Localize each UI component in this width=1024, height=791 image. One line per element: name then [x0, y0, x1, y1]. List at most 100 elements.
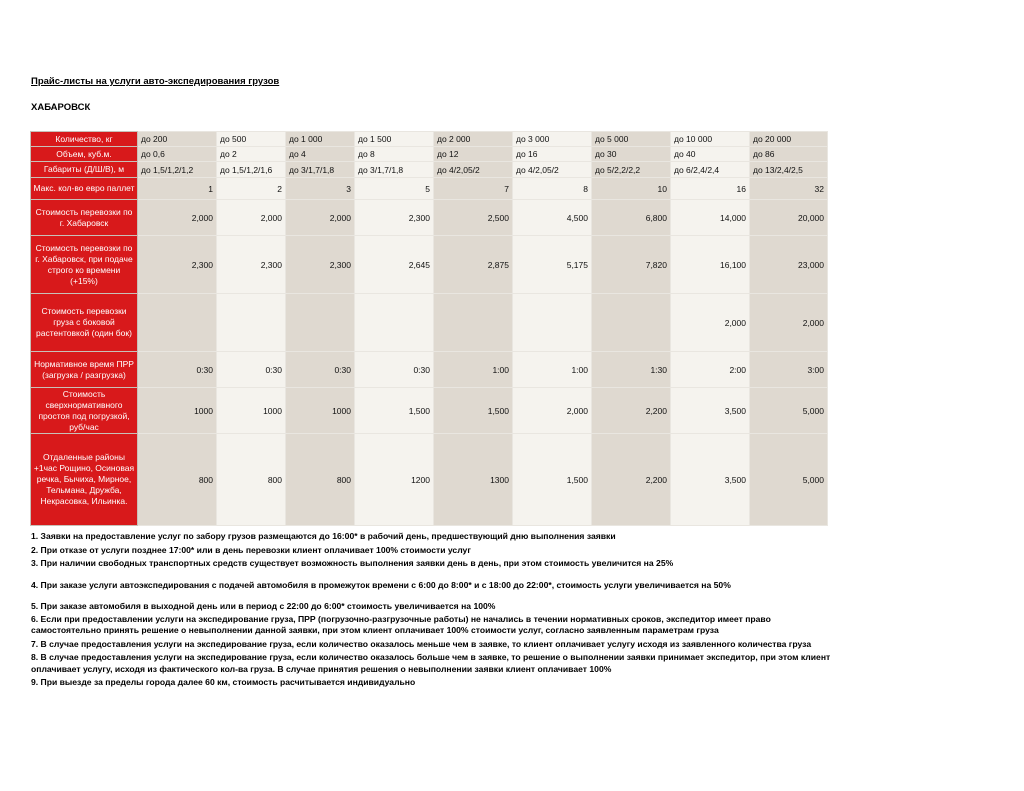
table-cell: до 3/1,7/1,8	[285, 161, 355, 178]
table-cell: 2,300	[137, 235, 217, 294]
table-cell: до 2	[216, 146, 286, 162]
table-cell: до 86	[749, 146, 828, 162]
table-cell: 1300	[433, 433, 513, 526]
table-cell: до 1,5/1,2/1,6	[216, 161, 286, 178]
page-title: Прайс-листы на услуги авто-экспедировани…	[31, 76, 280, 87]
row-label: Макс. кол-во евро паллет	[30, 177, 138, 200]
table-cell: 5,000	[749, 433, 828, 526]
table-row: Габариты (Д/Ш/В), м до 1,5/1,2/1,2 до 1,5/…	[30, 161, 828, 178]
table-cell: 7,820	[591, 235, 671, 294]
table-cell: 16	[670, 177, 750, 200]
note-item: 7. В случае предоставления услуги на экс…	[31, 638, 812, 649]
table-cell: до 20 000	[749, 131, 828, 147]
table-cell: 10	[591, 177, 671, 200]
note-item: 4. При заказе услуги автоэкспедирования …	[31, 579, 731, 590]
table-cell: до 13/2,4/2,5	[749, 161, 828, 178]
table-cell	[512, 293, 592, 352]
table-cell: до 1 000	[285, 131, 355, 147]
table-cell: 1,500	[512, 433, 592, 526]
row-label: Количество, кг	[30, 131, 138, 147]
table-cell: 1000	[137, 387, 217, 434]
table-cell: 2,500	[433, 199, 513, 236]
table-cell: 4,500	[512, 199, 592, 236]
table-cell: 3,500	[670, 433, 750, 526]
table-cell	[433, 293, 513, 352]
table-cell: 5,000	[749, 387, 828, 434]
table-cell: 2,200	[591, 387, 671, 434]
table-cell: до 4/2,05/2	[512, 161, 592, 178]
row-label: Стоимость перевозки груза с боковой раст…	[30, 293, 138, 352]
table-row: Объем, куб.м. до 0,6 до 2 до 4 до 8 до 12 до 1…	[30, 146, 828, 162]
table-row: Макс. кол-во евро паллет 1 2 3 5 7 8 10 16 32	[30, 177, 828, 200]
table-cell: до 6/2,4/2,4	[670, 161, 750, 178]
table-cell: до 30	[591, 146, 671, 162]
table-cell: 1000	[285, 387, 355, 434]
table-cell: 1,500	[433, 387, 513, 434]
table-row: Стоимость перевозки груза с боковой раст…	[30, 293, 828, 352]
row-label: Отдаленные районы +1час Рощино, Осиновая…	[30, 433, 138, 526]
table-cell: до 4	[285, 146, 355, 162]
table-cell: 3,500	[670, 387, 750, 434]
table-cell: до 4/2,05/2	[433, 161, 513, 178]
note-item: 1. Заявки на предоставление услуг по заб…	[31, 531, 616, 541]
table-cell: 2,000	[749, 293, 828, 352]
table-cell: 1:00	[433, 351, 513, 388]
table-cell: 20,000	[749, 199, 828, 236]
table-cell: 2:00	[670, 351, 750, 388]
table-cell: 5,175	[512, 235, 592, 294]
table-row: Стоимость сверхнормативного простоя под …	[30, 387, 828, 434]
table-cell: 8	[512, 177, 592, 200]
table-cell: 0:30	[354, 351, 434, 388]
table-cell: 2,200	[591, 433, 671, 526]
row-label: Стоимость перевозки по г. Хабаровск, при…	[30, 235, 138, 294]
table-cell: 2,645	[354, 235, 434, 294]
table-cell: 2,000	[285, 199, 355, 236]
table-cell: 2,300	[354, 199, 434, 236]
table-cell	[216, 293, 286, 352]
table-row: Стоимость перевозки по г. Хабаровск, при…	[30, 235, 828, 294]
table-cell: 6,800	[591, 199, 671, 236]
row-label: Стоимость перевозки по г. Хабаровск	[30, 199, 138, 236]
table-cell: 800	[285, 433, 355, 526]
row-label: Габариты (Д/Ш/В), м	[30, 161, 138, 178]
table-cell: до 5 000	[591, 131, 671, 147]
table-cell: 2,875	[433, 235, 513, 294]
table-cell: до 10 000	[670, 131, 750, 147]
table-cell: 0:30	[216, 351, 286, 388]
table-row: Нормативное время ПРР (загрузка / разгру…	[30, 351, 828, 388]
table-cell: 2,300	[216, 235, 286, 294]
table-cell: 1	[137, 177, 217, 200]
table-cell: 7	[433, 177, 513, 200]
table-cell: 3	[285, 177, 355, 200]
table-row: Отдаленные районы +1час Рощино, Осиновая…	[30, 433, 828, 526]
table-cell: 3:00	[749, 351, 828, 388]
note-item: 9. При выезде за пределы города далее 60…	[31, 677, 416, 687]
table-cell: 1200	[354, 433, 434, 526]
notes-list: 1. Заявки на предоставление услуг по заб…	[31, 531, 831, 689]
table-cell: до 200	[137, 131, 217, 147]
price-table: Количество, кг до 200 до 500 до 1 000 до 1 5…	[30, 131, 828, 526]
table-cell: 0:30	[285, 351, 355, 388]
table-cell: 2,000	[137, 199, 217, 236]
table-cell	[354, 293, 434, 352]
table-cell: 1:00	[512, 351, 592, 388]
table-cell: 2,000	[216, 199, 286, 236]
table-cell: 32	[749, 177, 828, 200]
table-cell: до 8	[354, 146, 434, 162]
table-cell: до 12	[433, 146, 513, 162]
note-item: 2. При отказе от услуги позднее 17:00* и…	[31, 544, 471, 555]
table-cell: до 16	[512, 146, 592, 162]
note-item: 3. При наличии свободных транспортных ср…	[31, 558, 674, 568]
city-heading: ХАБАРОВСК	[31, 102, 91, 113]
table-cell: 0:30	[137, 351, 217, 388]
table-cell: до 500	[216, 131, 286, 147]
table-cell: 800	[216, 433, 286, 526]
table-cell: 800	[137, 433, 217, 526]
table-cell: 5	[354, 177, 434, 200]
table-cell: до 0,6	[137, 146, 217, 162]
table-cell	[591, 293, 671, 352]
table-cell: 16,100	[670, 235, 750, 294]
table-cell	[285, 293, 355, 352]
table-row: Количество, кг до 200 до 500 до 1 000 до 1 5…	[30, 131, 828, 147]
note-item: 8. В случае предоставления услуги на экс…	[31, 652, 831, 674]
